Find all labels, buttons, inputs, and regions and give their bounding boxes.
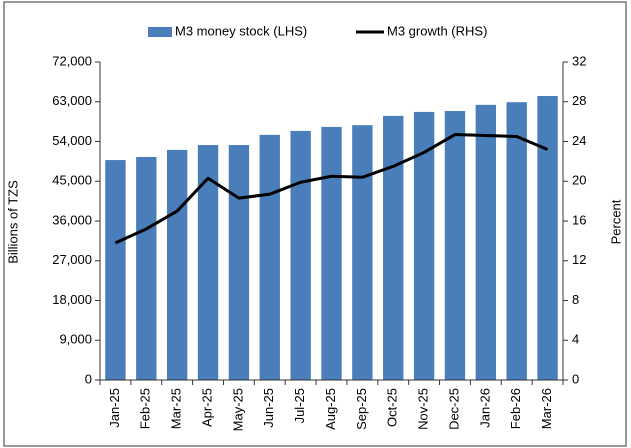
x-tick-label: Feb-26	[508, 388, 523, 429]
bar	[136, 156, 157, 380]
x-tick-label: Jul-25	[292, 388, 307, 423]
bar	[259, 134, 280, 380]
bar	[506, 102, 527, 381]
legend-label: M3 money stock (LHS)	[175, 23, 307, 38]
x-tick-label: Oct-25	[385, 388, 400, 427]
frame	[3, 1, 627, 447]
y2-tick-label: 32	[572, 53, 586, 68]
x-tick-label: Apr-25	[199, 388, 214, 427]
bar	[444, 111, 466, 381]
y-tick-label: 0	[85, 371, 92, 386]
x-tick-label: Jan-25	[107, 388, 122, 428]
y-tick-label: 27,000	[52, 252, 92, 267]
y2-axis-label: Percent	[608, 199, 623, 244]
bar	[105, 160, 126, 380]
y-tick-label: 45,000	[52, 173, 92, 188]
bar	[321, 126, 342, 380]
x-tick-label: Sep-25	[354, 388, 369, 430]
y-tick-label: 36,000	[52, 212, 92, 227]
legend-swatch	[148, 27, 172, 37]
bar	[537, 96, 558, 380]
bar	[197, 145, 219, 380]
legend-label: M3 growth (RHS)	[387, 23, 487, 38]
growth-line	[114, 133, 549, 245]
y2-tick-label: 16	[572, 212, 586, 227]
bar	[383, 115, 404, 380]
bar	[166, 149, 188, 380]
y2-tick-label: 24	[572, 133, 586, 148]
x-tick-label: Aug-25	[323, 388, 338, 430]
y-tick-label: 63,000	[52, 93, 92, 108]
y2-tick-label: 8	[572, 292, 579, 307]
x-tick-label: Jun-25	[261, 388, 276, 428]
y2-tick-label: 0	[572, 371, 579, 386]
x-tick-label: Mar-25	[169, 388, 184, 429]
y-tick-label: 72,000	[52, 53, 92, 68]
y-tick-label: 18,000	[52, 292, 92, 307]
x-tick-label: Mar-26	[539, 388, 554, 429]
bar	[413, 111, 435, 381]
x-tick-label: May-25	[230, 388, 245, 431]
y-axis-label: Billions of TZS	[5, 180, 20, 264]
y-tick-label: 54,000	[52, 133, 92, 148]
bar	[290, 130, 311, 380]
x-tick-label: Dec-25	[446, 388, 461, 430]
y-tick-label: 9,000	[59, 332, 92, 347]
x-tick-label: Feb-25	[138, 388, 153, 429]
y2-tick-label: 12	[572, 252, 586, 267]
y2-tick-label: 4	[572, 332, 579, 347]
bar	[475, 104, 497, 380]
x-tick-label: Nov-25	[416, 388, 431, 430]
y2-tick-label: 28	[572, 93, 586, 108]
y2-tick-label: 20	[572, 173, 586, 188]
bar	[228, 145, 250, 380]
x-tick-label: Jan-26	[477, 388, 492, 428]
bar	[352, 125, 373, 381]
